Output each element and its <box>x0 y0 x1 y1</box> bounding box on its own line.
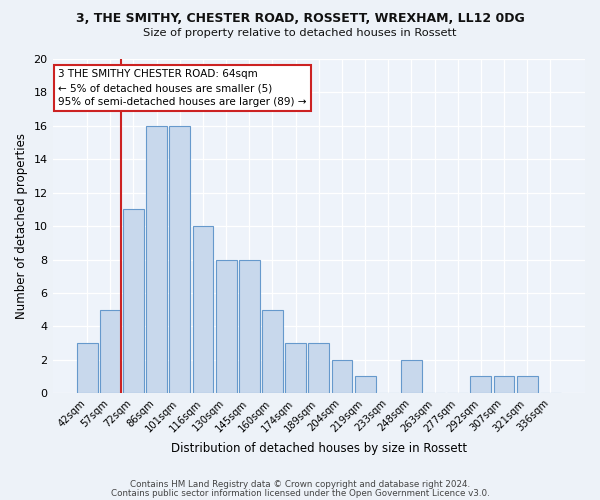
Y-axis label: Number of detached properties: Number of detached properties <box>15 133 28 319</box>
Bar <box>77 343 98 393</box>
Bar <box>401 360 422 393</box>
Bar <box>332 360 352 393</box>
Bar <box>494 376 514 393</box>
Bar <box>355 376 376 393</box>
Bar <box>216 260 236 393</box>
Text: Contains HM Land Registry data © Crown copyright and database right 2024.: Contains HM Land Registry data © Crown c… <box>130 480 470 489</box>
Bar <box>169 126 190 393</box>
Bar <box>100 310 121 393</box>
Bar <box>193 226 214 393</box>
Bar <box>308 343 329 393</box>
Text: Size of property relative to detached houses in Rossett: Size of property relative to detached ho… <box>143 28 457 38</box>
Bar <box>146 126 167 393</box>
Bar <box>470 376 491 393</box>
Text: 3, THE SMITHY, CHESTER ROAD, ROSSETT, WREXHAM, LL12 0DG: 3, THE SMITHY, CHESTER ROAD, ROSSETT, WR… <box>76 12 524 26</box>
Bar <box>262 310 283 393</box>
Text: 3 THE SMITHY CHESTER ROAD: 64sqm
← 5% of detached houses are smaller (5)
95% of : 3 THE SMITHY CHESTER ROAD: 64sqm ← 5% of… <box>58 69 307 107</box>
Bar <box>123 210 144 393</box>
Bar <box>285 343 306 393</box>
X-axis label: Distribution of detached houses by size in Rossett: Distribution of detached houses by size … <box>171 442 467 455</box>
Text: Contains public sector information licensed under the Open Government Licence v3: Contains public sector information licen… <box>110 489 490 498</box>
Bar <box>517 376 538 393</box>
Bar <box>239 260 260 393</box>
